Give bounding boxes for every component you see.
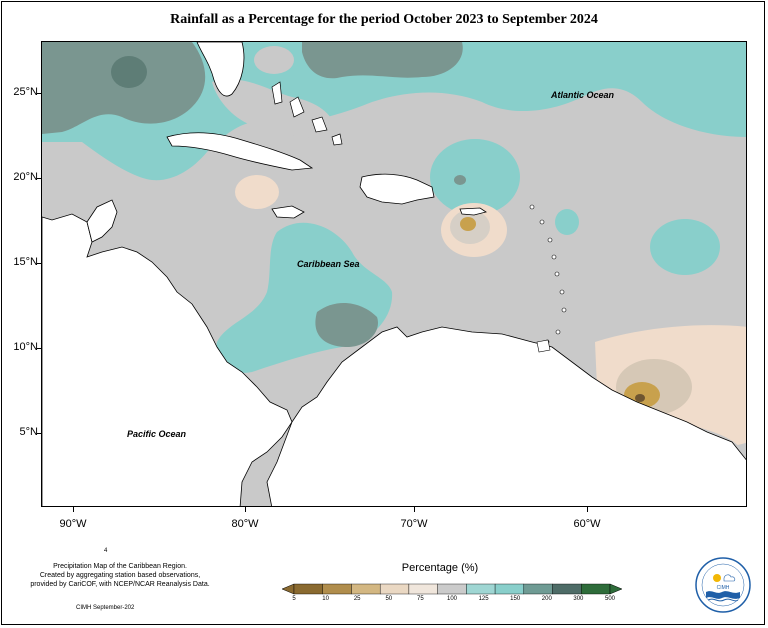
legend-tick-label: 10 xyxy=(322,596,329,602)
legend-arrow-left xyxy=(282,583,295,595)
map-title: Rainfall as a Percentage for the period … xyxy=(170,12,598,27)
legend-title: Percentage (%) xyxy=(401,562,479,574)
land-bahamas xyxy=(271,81,343,146)
below-normal-puerto-rico-core xyxy=(460,217,476,231)
legend-tick-label: 25 xyxy=(353,596,361,602)
legend-swatch xyxy=(494,583,525,595)
legend-tick-label: 150 xyxy=(510,596,521,602)
above-normal-east-atlantic xyxy=(650,219,720,275)
footer-stamp: CIMH September-202 xyxy=(76,605,135,611)
lon-label-80w: 80°W xyxy=(231,518,259,530)
beige-spot-nw-bahamas xyxy=(254,46,294,74)
legend-tick-label: 50 xyxy=(385,596,393,602)
land-jamaica xyxy=(271,205,305,219)
lon-tick-60w xyxy=(587,507,588,512)
cloud-icon xyxy=(723,574,736,582)
footer-description: Precipitation Map of the Caribbean Regio… xyxy=(20,562,220,589)
legend-colorbar xyxy=(282,583,622,595)
lon-tick-80w xyxy=(245,507,246,512)
logo-text: CIMH xyxy=(717,585,730,591)
land-puerto-rico xyxy=(459,207,487,216)
lon-tick-70w xyxy=(414,507,415,512)
lon-label-90w: 90°W xyxy=(59,518,87,530)
lat-label-10n: 10°N xyxy=(13,341,38,353)
legend-tick-label: 5 xyxy=(292,596,296,602)
map-canvas xyxy=(42,42,746,506)
lon-label-70w: 70°W xyxy=(400,518,428,530)
lat-tick-25n xyxy=(37,93,41,94)
lat-tick-15n xyxy=(37,263,41,264)
lat-label-20n: 20°N xyxy=(13,171,38,183)
land-cuba xyxy=(166,132,314,171)
land-trinidad xyxy=(536,339,551,353)
legend-arrow-right xyxy=(609,583,622,595)
footer-line-3: provided by CariCOF, with NCEP/NCAR Rean… xyxy=(30,581,210,588)
legend-tick-label: 200 xyxy=(541,596,552,602)
legend-tick-label: 75 xyxy=(417,596,424,602)
lat-label-5n: 5°N xyxy=(19,426,38,438)
label-caribbean-sea: Caribbean Sea xyxy=(297,259,360,269)
legend-swatch xyxy=(552,583,582,595)
legend-swatch xyxy=(293,583,323,595)
legend-swatch xyxy=(379,583,410,595)
above-normal-central-blob xyxy=(430,139,520,215)
dark-spot-central xyxy=(454,175,466,185)
label-atlantic-ocean: Atlantic Ocean xyxy=(551,90,615,100)
land-florida xyxy=(196,42,245,97)
land-hispaniola xyxy=(359,173,435,205)
dark-area-northwest xyxy=(42,42,206,134)
land-yucatan xyxy=(86,199,118,243)
dark-area-florida xyxy=(302,42,463,79)
cimh-logo: CIMH xyxy=(695,557,751,613)
dry-core-guiana xyxy=(635,394,645,402)
lon-label-60w: 60°W xyxy=(573,518,601,530)
legend-tick-label: 100 xyxy=(446,596,457,602)
dark-area-colombia xyxy=(315,302,378,347)
land-central-america xyxy=(42,213,293,506)
lon-tick-90w xyxy=(73,507,74,512)
footer-line-1: Precipitation Map of the Caribbean Regio… xyxy=(53,563,187,570)
gray-bahamas-wedge xyxy=(212,79,335,139)
above-normal-lesser-antilles xyxy=(555,209,579,235)
lat-tick-10n xyxy=(37,348,41,349)
footer-line-2: Created by aggregating station based obs… xyxy=(39,572,201,579)
legend-swatch xyxy=(523,583,553,595)
sun-icon xyxy=(713,574,721,582)
legend-swatch xyxy=(466,583,496,595)
legend-tick-label: 500 xyxy=(604,596,615,602)
wave-icon xyxy=(706,591,740,599)
footer-mark: 4 xyxy=(104,548,108,554)
legend-tick-label: 125 xyxy=(478,596,489,602)
label-pacific-ocean: Pacific Ocean xyxy=(127,429,187,439)
lat-label-15n: 15°N xyxy=(13,256,38,268)
lat-tick-20n xyxy=(37,178,41,179)
lat-tick-5n xyxy=(37,433,41,434)
legend-swatch xyxy=(437,583,467,595)
legend-swatch xyxy=(581,583,611,595)
land-south-america xyxy=(266,326,746,506)
legend-swatch xyxy=(322,583,352,595)
dark-spot-nw xyxy=(111,56,147,88)
legend-swatch xyxy=(408,583,438,595)
below-normal-jamaica xyxy=(235,175,279,209)
legend-swatch xyxy=(351,583,381,595)
lat-label-25n: 25°N xyxy=(13,86,38,98)
rainfall-map: Atlantic Ocean Caribbean Sea Pacific Oce… xyxy=(41,41,747,507)
legend-tick-label: 300 xyxy=(573,596,584,602)
